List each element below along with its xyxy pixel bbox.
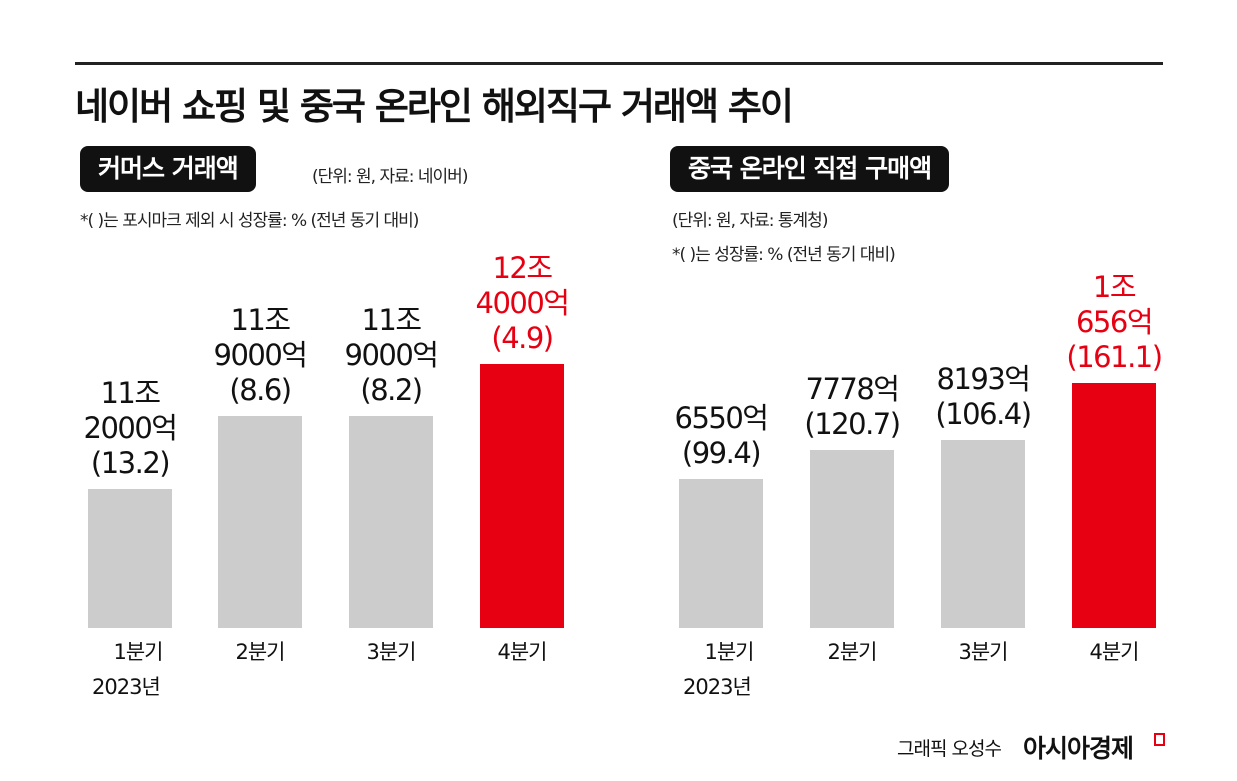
year-label: 2023년	[683, 675, 752, 699]
data-label-1: 6550억 (99.4)	[674, 400, 769, 470]
right-unit-note: (단위: 원, 자료: 통계청)	[672, 211, 828, 231]
data-label-3: 11조 9000억 (8.2)	[344, 303, 439, 408]
right-footnote: *( )는 성장률: % (전년 동기 대비)	[672, 245, 896, 265]
bar-1	[88, 489, 172, 628]
bar-3	[941, 440, 1025, 628]
x-tick-label-2: 2분기	[827, 640, 877, 664]
year-label: 2023년	[92, 675, 161, 699]
x-tick-label-1: 1분기	[704, 640, 754, 664]
brand-mark-icon	[1154, 733, 1165, 746]
x-tick-label-2: 2분기	[235, 640, 285, 664]
left-unit-note: (단위: 원, 자료: 네이버)	[312, 167, 468, 187]
x-tick-label-4: 4분기	[497, 640, 547, 664]
data-label-2: 7778억 (120.7)	[804, 372, 901, 442]
data-label-2: 11조 9000억 (8.6)	[213, 303, 308, 408]
right-chart-title: 중국 온라인 직접 구매액	[670, 146, 950, 192]
x-tick-label-1: 1분기	[113, 640, 163, 664]
brand-logo: 아시아경제	[1023, 734, 1134, 763]
bar-4	[480, 364, 564, 628]
data-label-4: 12조 4000억 (4.9)	[475, 251, 570, 356]
bar-3	[349, 416, 433, 628]
data-label-4: 1조 656억 (161.1)	[1066, 270, 1163, 375]
x-tick-label-4: 4분기	[1089, 640, 1139, 664]
bar-4	[1072, 383, 1156, 628]
data-label-1: 11조 2000억 (13.2)	[83, 376, 178, 481]
x-tick-label-3: 3분기	[366, 640, 416, 664]
data-label-3: 8193억 (106.4)	[935, 362, 1032, 432]
x-tick-label-3: 3분기	[958, 640, 1008, 664]
bar-2	[810, 450, 894, 628]
graphic-credit: 그래픽 오성수	[897, 738, 1002, 760]
page-title: 네이버 쇼핑 및 중국 온라인 해외직구 거래액 추이	[75, 85, 794, 128]
left-chart-title: 커머스 거래액	[80, 146, 256, 192]
top-rule	[75, 62, 1163, 65]
left-footnote: *( )는 포시마크 제외 시 성장률: % (전년 동기 대비)	[80, 211, 419, 231]
bar-2	[218, 416, 302, 628]
bar-1	[679, 478, 763, 628]
